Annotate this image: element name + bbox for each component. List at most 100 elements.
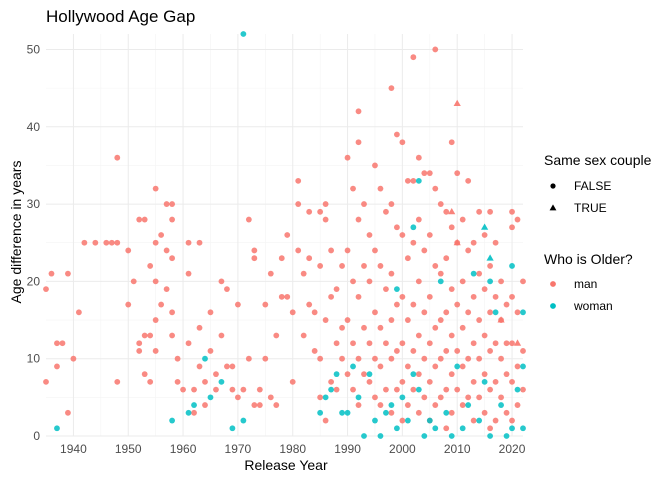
point-man [377, 402, 384, 408]
point-man [487, 348, 494, 354]
point-man [136, 348, 143, 354]
point-woman [415, 177, 422, 184]
point-woman [410, 224, 417, 231]
point-woman [481, 378, 488, 385]
x-tick-label: 2010 [444, 442, 471, 456]
grid [46, 34, 523, 437]
point-man [415, 371, 422, 378]
point-man [487, 386, 494, 393]
point-man [256, 402, 263, 408]
point-woman [393, 286, 400, 293]
point-man [328, 378, 335, 385]
point-man [372, 162, 378, 169]
point-man [147, 263, 154, 269]
point-man [421, 394, 428, 401]
legend-key-circle [550, 183, 556, 189]
point-man [300, 270, 307, 277]
point-man [202, 402, 208, 408]
point-man [108, 239, 115, 246]
point-same-sex [481, 223, 489, 230]
point-man [448, 224, 455, 231]
point-man [481, 332, 488, 339]
point-woman [207, 394, 214, 401]
point-man [383, 386, 389, 393]
x-tick-label: 1990 [334, 442, 361, 456]
point-man [361, 324, 367, 331]
point-man [196, 324, 203, 331]
point-man [432, 402, 439, 408]
point-man [443, 208, 450, 215]
point-man [432, 263, 439, 269]
point-man [295, 201, 302, 207]
point-man [229, 363, 236, 370]
point-man [311, 348, 318, 354]
point-man [125, 247, 132, 254]
point-man [339, 263, 345, 269]
point-man [377, 324, 384, 331]
point-man [410, 348, 417, 354]
point-man [185, 270, 192, 277]
point-woman [498, 402, 504, 408]
point-man [509, 417, 515, 424]
point-man [498, 278, 504, 285]
point-man [399, 378, 406, 385]
point-man [399, 417, 406, 424]
y-tick-label: 50 [27, 42, 41, 56]
point-man [65, 409, 71, 416]
point-man [355, 216, 362, 223]
point-man [410, 54, 417, 61]
point-man [388, 409, 395, 416]
y-tick-label: 0 [33, 429, 40, 443]
point-woman [404, 417, 411, 424]
point-man [426, 293, 433, 300]
point-man [454, 386, 461, 393]
x-axis-title: Release Year [244, 457, 328, 473]
point-woman [520, 363, 526, 370]
point-man [267, 270, 274, 277]
point-man [383, 286, 389, 293]
point-man [470, 239, 477, 246]
point-man [448, 332, 455, 339]
point-man [487, 208, 494, 215]
point-man [492, 340, 499, 347]
point-man [465, 394, 472, 401]
point-man [366, 378, 373, 385]
point-same-sex [486, 254, 494, 261]
point-man [333, 286, 340, 293]
point-man [59, 340, 66, 347]
point-man [470, 293, 477, 300]
point-man [361, 201, 367, 207]
point-man [333, 340, 340, 347]
point-man [388, 85, 395, 92]
point-man [481, 286, 488, 293]
point-man [366, 340, 373, 347]
point-man [328, 247, 335, 254]
point-woman [476, 417, 483, 424]
y-tick-label: 30 [27, 197, 41, 211]
point-man [454, 301, 461, 308]
point-man [125, 301, 132, 308]
point-woman [169, 417, 176, 424]
legend-title-color: Who is Older? [544, 251, 633, 267]
point-man [81, 239, 88, 246]
point-man [174, 355, 181, 362]
point-man [174, 378, 181, 385]
point-man [141, 371, 148, 378]
point-man [234, 301, 241, 308]
point-woman [492, 309, 499, 316]
point-man [448, 409, 455, 416]
point-man [443, 425, 450, 432]
point-man [196, 239, 203, 246]
point-man [415, 154, 422, 161]
point-woman [421, 433, 428, 439]
point-man [136, 340, 143, 347]
point-woman [185, 409, 192, 416]
point-woman [454, 363, 461, 370]
point-man [454, 348, 461, 354]
point-man [306, 255, 313, 262]
point-man [207, 348, 214, 354]
point-man [465, 247, 472, 254]
point-man [262, 301, 269, 308]
point-man [503, 340, 510, 347]
point-man [520, 386, 526, 393]
